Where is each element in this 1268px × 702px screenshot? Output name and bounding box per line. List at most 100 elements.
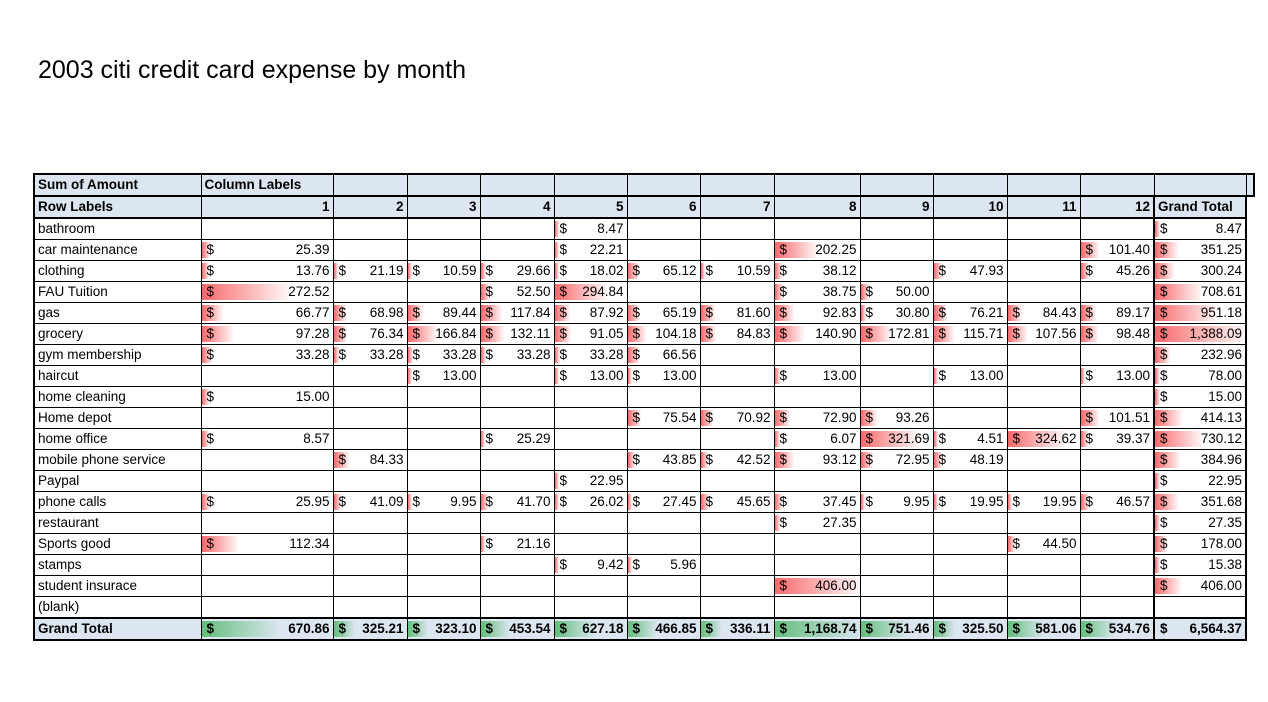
row-label[interactable]: car maintenance bbox=[33, 239, 202, 261]
month-header-2[interactable]: 2 bbox=[332, 195, 408, 219]
table-cell[interactable]: $115.71 bbox=[932, 323, 1008, 345]
table-cell[interactable]: $21.16 bbox=[479, 533, 555, 555]
table-cell[interactable]: $19.95 bbox=[1006, 491, 1081, 513]
table-cell[interactable]: $8.57 bbox=[200, 428, 334, 450]
month-header-8[interactable]: 8 bbox=[773, 195, 861, 219]
table-cell[interactable] bbox=[200, 407, 334, 429]
table-cell[interactable]: $272.52 bbox=[200, 281, 334, 303]
table-cell[interactable] bbox=[479, 239, 555, 261]
header-empty-cell[interactable] bbox=[1153, 173, 1247, 197]
table-cell[interactable] bbox=[1006, 344, 1081, 366]
table-cell[interactable] bbox=[626, 596, 701, 619]
table-cell[interactable]: $324.62 bbox=[1006, 428, 1081, 450]
table-cell[interactable]: $25.39 bbox=[200, 239, 334, 261]
table-cell[interactable] bbox=[859, 217, 934, 240]
table-cell[interactable]: $43.85 bbox=[626, 449, 701, 471]
row-grand-total[interactable]: $351.25 bbox=[1153, 239, 1247, 261]
table-cell[interactable] bbox=[200, 554, 334, 576]
table-cell[interactable] bbox=[1006, 575, 1081, 597]
row-grand-total[interactable]: $232.96 bbox=[1153, 344, 1247, 366]
table-cell[interactable]: $13.00 bbox=[406, 365, 481, 387]
month-grand-total[interactable]: $534.76 bbox=[1079, 617, 1155, 641]
table-cell[interactable] bbox=[479, 386, 555, 408]
table-cell[interactable]: $4.51 bbox=[932, 428, 1008, 450]
table-cell[interactable]: $38.75 bbox=[773, 281, 861, 303]
table-cell[interactable] bbox=[406, 512, 481, 534]
row-labels-filter[interactable]: Row Labels bbox=[33, 195, 202, 219]
table-cell[interactable] bbox=[859, 596, 934, 619]
table-cell[interactable] bbox=[1006, 386, 1081, 408]
table-cell[interactable]: $33.28 bbox=[406, 344, 481, 366]
table-cell[interactable] bbox=[332, 428, 408, 450]
table-cell[interactable] bbox=[1079, 217, 1155, 240]
month-header-6[interactable]: 6 bbox=[626, 195, 701, 219]
table-cell[interactable] bbox=[1006, 407, 1081, 429]
table-cell[interactable]: $65.12 bbox=[626, 260, 701, 282]
table-cell[interactable]: $10.59 bbox=[406, 260, 481, 282]
table-cell[interactable] bbox=[1006, 449, 1081, 471]
table-cell[interactable] bbox=[479, 365, 555, 387]
grand-total-label[interactable]: Grand Total bbox=[33, 617, 202, 641]
row-label[interactable]: gas bbox=[33, 302, 202, 324]
table-cell[interactable]: $45.26 bbox=[1079, 260, 1155, 282]
month-header-1[interactable]: 1 bbox=[200, 195, 334, 219]
table-cell[interactable] bbox=[626, 512, 701, 534]
grand-total-header[interactable]: Grand Total bbox=[1153, 195, 1247, 219]
table-cell[interactable] bbox=[626, 281, 701, 303]
table-cell[interactable]: $107.56 bbox=[1006, 323, 1081, 345]
table-cell[interactable] bbox=[932, 344, 1008, 366]
table-cell[interactable] bbox=[773, 386, 861, 408]
table-cell[interactable]: $9.42 bbox=[553, 554, 628, 576]
table-cell[interactable] bbox=[1079, 344, 1155, 366]
table-cell[interactable] bbox=[699, 533, 775, 555]
month-header-12[interactable]: 12 bbox=[1079, 195, 1155, 219]
table-cell[interactable]: $140.90 bbox=[773, 323, 861, 345]
table-cell[interactable]: $33.28 bbox=[479, 344, 555, 366]
table-cell[interactable] bbox=[1006, 239, 1081, 261]
row-grand-total[interactable]: $178.00 bbox=[1153, 533, 1247, 555]
row-grand-total[interactable]: $1,388.09 bbox=[1153, 323, 1247, 345]
table-cell[interactable] bbox=[553, 512, 628, 534]
table-cell[interactable] bbox=[200, 575, 334, 597]
header-empty-cell[interactable] bbox=[479, 173, 555, 197]
table-cell[interactable] bbox=[1079, 449, 1155, 471]
table-cell[interactable] bbox=[479, 512, 555, 534]
table-cell[interactable] bbox=[553, 386, 628, 408]
table-cell[interactable]: $38.12 bbox=[773, 260, 861, 282]
table-cell[interactable] bbox=[932, 281, 1008, 303]
row-grand-total[interactable]: $730.12 bbox=[1153, 428, 1247, 450]
table-cell[interactable]: $91.05 bbox=[553, 323, 628, 345]
row-label[interactable]: restaurant bbox=[33, 512, 202, 534]
table-cell[interactable]: $25.95 bbox=[200, 491, 334, 513]
table-cell[interactable] bbox=[932, 239, 1008, 261]
row-label[interactable]: Paypal bbox=[33, 470, 202, 492]
table-cell[interactable] bbox=[773, 344, 861, 366]
month-grand-total[interactable]: $1,168.74 bbox=[773, 617, 861, 641]
table-cell[interactable]: $132.11 bbox=[479, 323, 555, 345]
table-cell[interactable]: $13.00 bbox=[626, 365, 701, 387]
month-grand-total[interactable]: $336.11 bbox=[699, 617, 775, 641]
table-cell[interactable] bbox=[859, 365, 934, 387]
table-cell[interactable]: $97.28 bbox=[200, 323, 334, 345]
table-cell[interactable] bbox=[626, 428, 701, 450]
table-cell[interactable]: $406.00 bbox=[773, 575, 861, 597]
table-cell[interactable] bbox=[626, 575, 701, 597]
table-cell[interactable] bbox=[406, 533, 481, 555]
row-label[interactable]: grocery bbox=[33, 323, 202, 345]
month-header-3[interactable]: 3 bbox=[406, 195, 481, 219]
table-cell[interactable]: $294.84 bbox=[553, 281, 628, 303]
overall-grand-total[interactable]: $6,564.37 bbox=[1153, 617, 1247, 641]
table-cell[interactable] bbox=[332, 407, 408, 429]
table-cell[interactable]: $93.12 bbox=[773, 449, 861, 471]
table-cell[interactable] bbox=[332, 512, 408, 534]
table-cell[interactable]: $46.57 bbox=[1079, 491, 1155, 513]
table-cell[interactable] bbox=[553, 533, 628, 555]
table-cell[interactable]: $87.92 bbox=[553, 302, 628, 324]
table-cell[interactable]: $65.19 bbox=[626, 302, 701, 324]
header-empty-cell[interactable] bbox=[626, 173, 701, 197]
table-cell[interactable]: $66.56 bbox=[626, 344, 701, 366]
row-grand-total[interactable]: $22.95 bbox=[1153, 470, 1247, 492]
table-cell[interactable]: $84.43 bbox=[1006, 302, 1081, 324]
table-cell[interactable] bbox=[479, 554, 555, 576]
table-cell[interactable]: $22.95 bbox=[553, 470, 628, 492]
